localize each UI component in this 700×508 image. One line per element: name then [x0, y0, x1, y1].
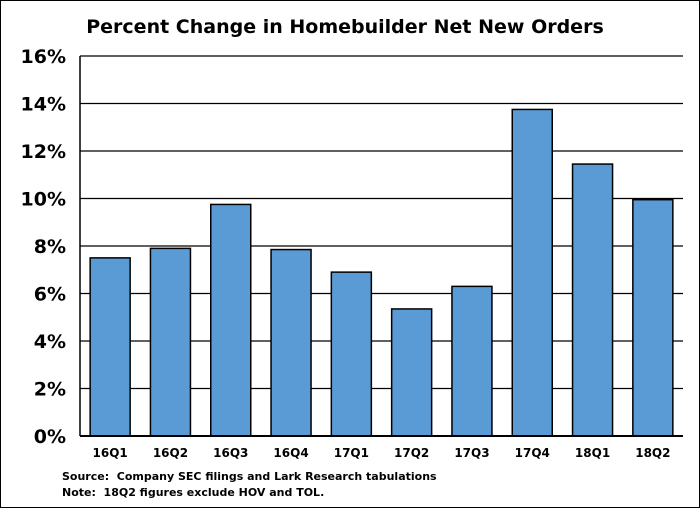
- x-tick-label: 16Q2: [153, 446, 188, 460]
- x-tick-label: 16Q1: [93, 446, 128, 460]
- bar-17Q2: [390, 308, 433, 437]
- bar-17Q3: [451, 285, 493, 437]
- x-tick-label: 17Q3: [454, 446, 489, 460]
- x-tick-label: 16Q3: [213, 446, 248, 460]
- bar-16Q4: [270, 248, 312, 437]
- y-tick-label: 12%: [21, 141, 66, 163]
- x-tick-label: 18Q1: [575, 446, 610, 460]
- bar-17Q1: [330, 271, 373, 437]
- bar-16Q3: [210, 203, 252, 437]
- bar-18Q2: [632, 198, 674, 437]
- source-note: Source: Company SEC filings and Lark Res…: [62, 470, 437, 483]
- footnote: Note: 18Q2 figures exclude HOV and TOL.: [62, 486, 325, 499]
- y-tick-label: 16%: [21, 46, 66, 68]
- bar-17Q4: [511, 108, 553, 437]
- y-tick-label: 10%: [21, 189, 66, 211]
- x-tick-label: 17Q4: [515, 446, 550, 460]
- y-tick-label: 0%: [34, 426, 66, 448]
- y-tick-label: 2%: [34, 379, 66, 401]
- chart-title: Percent Change in Homebuilder Net New Or…: [86, 16, 604, 38]
- bar-16Q1: [89, 257, 131, 437]
- bar-18Q1: [571, 163, 614, 437]
- x-tick-label: 17Q2: [394, 446, 429, 460]
- y-tick-label: 6%: [34, 284, 66, 306]
- y-tick-label: 8%: [34, 236, 66, 258]
- x-tick-label: 18Q2: [635, 446, 670, 460]
- y-tick-label: 14%: [21, 94, 66, 116]
- x-tick-label: 16Q4: [273, 446, 308, 460]
- bar-16Q2: [149, 247, 192, 437]
- x-tick-label: 17Q1: [334, 446, 369, 460]
- y-tick-label: 4%: [34, 331, 66, 353]
